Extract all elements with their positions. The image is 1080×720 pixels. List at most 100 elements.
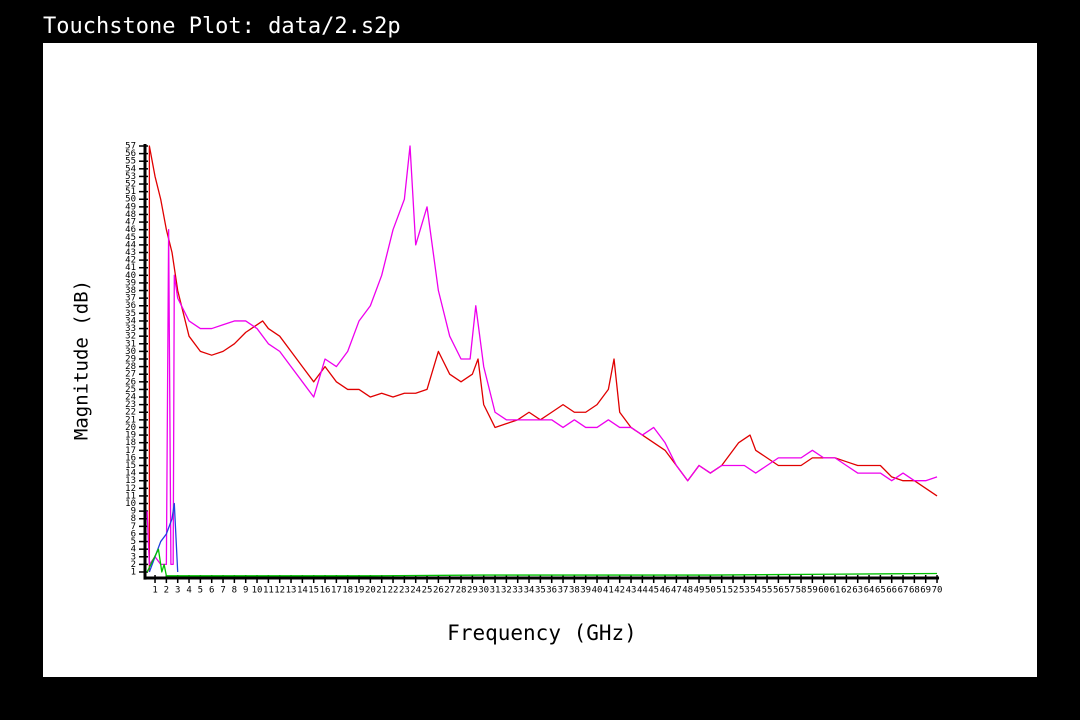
y-tick-label: 42 — [125, 256, 136, 266]
y-tick-label: 22 — [125, 408, 136, 418]
x-tick-label: 68 — [909, 586, 920, 596]
y-tick-label: 20 — [125, 423, 136, 433]
x-tick-label: 33 — [512, 586, 523, 596]
y-tick-label: 21 — [125, 415, 136, 425]
y-tick-label: 35 — [125, 309, 136, 319]
x-tick-label: 2 — [164, 586, 169, 596]
x-tick-label: 10 — [252, 586, 263, 596]
x-tick-label: 43 — [626, 586, 637, 596]
x-tick-label: 58 — [796, 586, 807, 596]
y-tick-label: 6 — [131, 529, 136, 539]
x-tick-label: 52 — [728, 586, 739, 596]
x-tick-label: 69 — [920, 586, 931, 596]
y-tick-label: 46 — [125, 225, 136, 235]
x-tick-label: 61 — [830, 586, 841, 596]
y-tick-label: 45 — [125, 233, 136, 243]
y-tick-label: 26 — [125, 377, 136, 387]
x-tick-label: 34 — [524, 586, 535, 596]
x-tick-label: 26 — [433, 586, 444, 596]
y-tick-label: 53 — [125, 172, 136, 182]
x-tick-label: 17 — [331, 586, 342, 596]
y-tick-label: 11 — [125, 491, 136, 501]
y-tick-label: 3 — [131, 552, 136, 562]
y-tick-label: 15 — [125, 461, 136, 471]
y-tick-label: 31 — [125, 339, 136, 349]
x-tick-label: 30 — [478, 586, 489, 596]
y-tick-label: 37 — [125, 294, 136, 304]
y-tick-label: 50 — [125, 195, 136, 205]
x-tick-label: 15 — [308, 586, 319, 596]
x-tick-label: 55 — [762, 586, 773, 596]
x-tick-label: 27 — [444, 586, 455, 596]
x-tick-label: 51 — [716, 586, 727, 596]
x-tick-label: 66 — [886, 586, 897, 596]
x-tick-label: 46 — [660, 586, 671, 596]
x-tick-label: 63 — [852, 586, 863, 596]
x-tick-label: 24 — [410, 586, 421, 596]
x-tick-label: 28 — [456, 586, 467, 596]
y-tick-label: 13 — [125, 476, 136, 486]
series-line — [148, 145, 938, 572]
x-tick-label: 25 — [422, 586, 433, 596]
x-tick-label: 8 — [232, 586, 237, 596]
y-tick-label: 43 — [125, 248, 136, 258]
y-axis-title: Magnitude (dB) — [71, 280, 93, 440]
y-tick-label: 51 — [125, 187, 136, 197]
series-line — [146, 145, 938, 566]
y-tick-label: 2 — [131, 560, 136, 570]
y-tick-label: 27 — [125, 370, 136, 380]
x-tick-label: 47 — [671, 586, 682, 596]
y-tick-label: 41 — [125, 263, 136, 273]
x-tick-label: 3 — [175, 586, 180, 596]
x-tick-label: 35 — [535, 586, 546, 596]
x-tick-label: 16 — [320, 586, 331, 596]
x-tick-label: 31 — [490, 586, 501, 596]
x-tick-label: 18 — [342, 586, 353, 596]
x-tick-label: 49 — [694, 586, 705, 596]
x-tick-label: 1 — [152, 586, 157, 596]
x-tick-label: 70 — [932, 586, 943, 596]
x-tick-label: 32 — [501, 586, 512, 596]
x-tick-label: 62 — [841, 586, 852, 596]
x-tick-label: 39 — [580, 586, 591, 596]
x-tick-label: 41 — [603, 586, 614, 596]
y-tick-label: 56 — [125, 149, 136, 159]
y-tick-label: 47 — [125, 218, 136, 228]
y-tick-label: 25 — [125, 385, 136, 395]
y-tick-label: 29 — [125, 354, 136, 364]
x-tick-label: 11 — [263, 586, 274, 596]
x-tick-label: 7 — [220, 586, 225, 596]
x-tick-label: 14 — [297, 586, 308, 596]
x-tick-label: 19 — [354, 586, 365, 596]
y-tick-label: 57 — [125, 142, 136, 152]
x-tick-label: 54 — [750, 586, 761, 596]
y-tick-label: 7 — [131, 522, 136, 532]
y-tick-label: 16 — [125, 453, 136, 463]
y-tick-label: 40 — [125, 271, 136, 281]
x-tick-label: 12 — [274, 586, 285, 596]
x-tick-label: 37 — [558, 586, 569, 596]
y-tick-label: 44 — [125, 240, 136, 250]
y-tick-label: 19 — [125, 431, 136, 441]
x-tick-label: 48 — [682, 586, 693, 596]
y-tick-label: 12 — [125, 484, 136, 494]
y-tick-label: 52 — [125, 180, 136, 190]
y-tick-label: 54 — [125, 164, 136, 174]
series-line — [146, 548, 938, 577]
y-tick-label: 38 — [125, 286, 136, 296]
x-axis-title: Frequency (GHz) — [447, 621, 637, 645]
x-tick-label: 64 — [864, 586, 875, 596]
y-tick-label: 39 — [125, 278, 136, 288]
x-tick-label: 5 — [198, 586, 203, 596]
y-tick-label: 32 — [125, 332, 136, 342]
x-tick-label: 44 — [637, 586, 648, 596]
x-tick-label: 29 — [467, 586, 478, 596]
x-tick-label: 9 — [243, 586, 248, 596]
x-tick-label: 21 — [376, 586, 387, 596]
y-tick-label: 18 — [125, 438, 136, 448]
y-tick-label: 33 — [125, 324, 136, 334]
x-tick-label: 67 — [898, 586, 909, 596]
x-tick-label: 59 — [807, 586, 818, 596]
y-tick-label: 5 — [131, 537, 136, 547]
